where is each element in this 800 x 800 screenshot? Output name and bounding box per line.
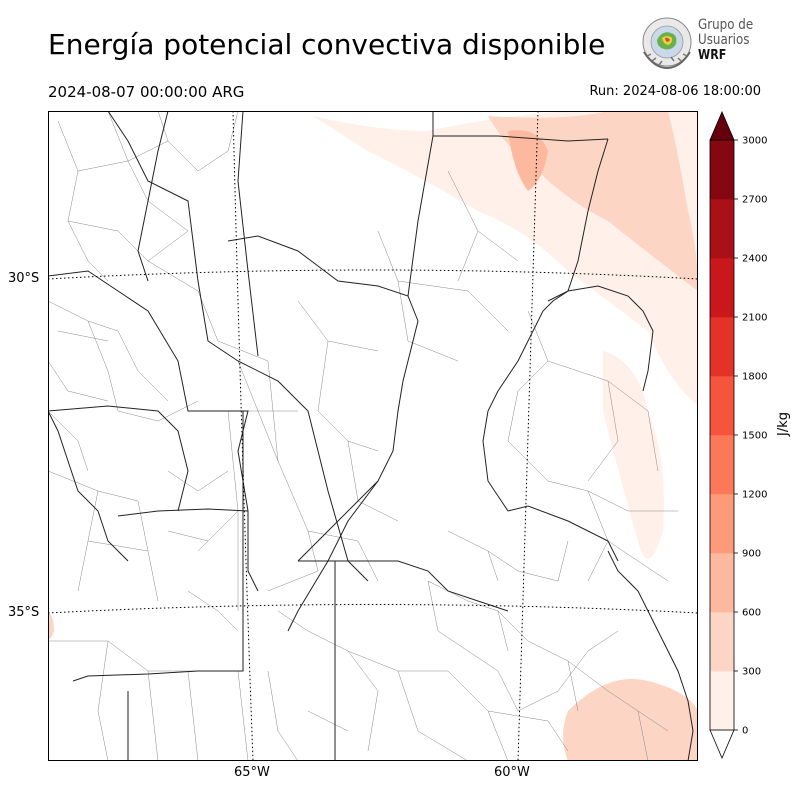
- colorbar-segment: [710, 199, 734, 259]
- colorbar-segment: [710, 258, 734, 318]
- colorbar-extend-max: [709, 110, 735, 141]
- colorbar-tick-label: 1800: [742, 372, 767, 383]
- colorbar-segment: [710, 612, 734, 672]
- logo-emblem-icon: [642, 17, 692, 70]
- colorbar-tick-label: 0: [742, 726, 748, 737]
- colorbar-segment: [710, 376, 734, 436]
- colorbar-segment: [710, 435, 734, 495]
- cape-map: [48, 111, 698, 761]
- colorbar-tick-label: 600: [742, 608, 761, 619]
- colorbar-unit: J/kg: [776, 412, 791, 436]
- colorbar-tick-label: 2100: [742, 313, 767, 324]
- colorbar-tick-label: 1500: [742, 431, 767, 442]
- valid-time: 2024-08-07 00:00:00 ARG: [48, 83, 245, 101]
- colorbar-tick-label: 2700: [742, 195, 767, 206]
- lon-label-60w: 60°W: [494, 765, 530, 780]
- colorbar-tick-label: 2400: [742, 254, 767, 265]
- logo-line-2: Usuarios: [698, 32, 750, 48]
- colorbar-tick-label: 300: [742, 667, 761, 678]
- colorbar-segment: [710, 671, 734, 731]
- colorbar-segment: [710, 140, 734, 200]
- lon-label-65w: 65°W: [234, 765, 270, 780]
- province-boundaries: [48, 111, 654, 761]
- lat-label-35s: 35°S: [8, 605, 40, 620]
- colorbar-tick-label: 3000: [742, 136, 767, 147]
- page-title: Energía potencial convectiva disponible: [48, 28, 606, 61]
- lat-label-30s: 30°S: [8, 271, 40, 286]
- graticule: [48, 111, 698, 761]
- map-frame: [48, 111, 698, 761]
- colorbar: 0 300 600 900 1200 1500 1800 2100 2400 2700 3000: [709, 110, 767, 760]
- colorbar-segment: [710, 553, 734, 613]
- cape-shading: [48, 111, 698, 761]
- run-time: Run: 2024-08-06 18:00:00: [589, 84, 761, 99]
- colorbar-segment: [710, 494, 734, 554]
- grupo-usuarios-wrf-logo: Grupo de Usuarios WRF: [638, 16, 768, 72]
- colorbar-segment: [710, 317, 734, 377]
- cape-area-southeast: [563, 679, 698, 761]
- cape-area-west: [48, 611, 54, 639]
- coastline: [607, 550, 694, 761]
- logo-line-1: Grupo de: [698, 17, 754, 33]
- colorbar-tick-label: 900: [742, 549, 761, 560]
- cape-area-east-coast: [603, 351, 664, 559]
- cape-area-core: [508, 130, 548, 191]
- colorbar-extend-min: [709, 729, 735, 760]
- colorbar-tick-label: 1200: [742, 490, 767, 501]
- logo-line-3: WRF: [698, 48, 727, 63]
